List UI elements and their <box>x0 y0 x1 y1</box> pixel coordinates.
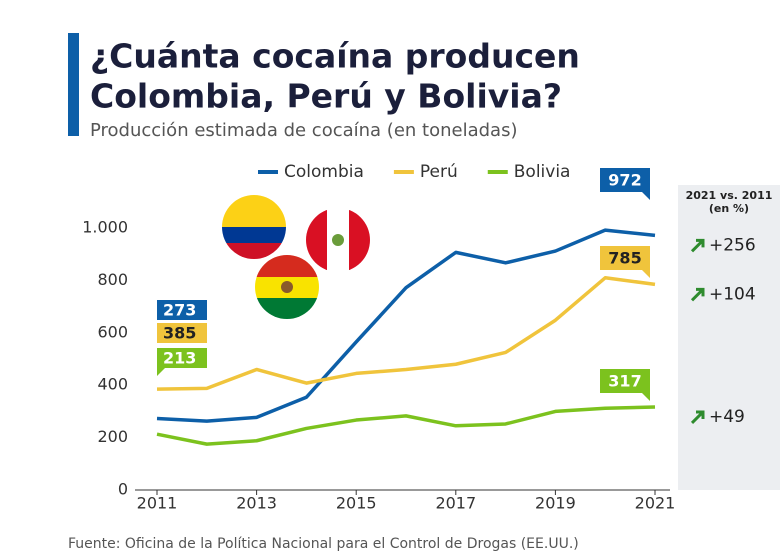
value-label-box <box>600 369 650 393</box>
change-arrow <box>690 410 705 425</box>
title-accent <box>68 33 79 136</box>
line <box>156 276 656 391</box>
y-tick-label: 800 <box>97 270 128 289</box>
y-tick-label: 200 <box>97 427 128 446</box>
change-panel <box>678 185 780 490</box>
value-label: 385 <box>163 324 196 343</box>
value-label: 273 <box>163 301 196 320</box>
source: Fuente: Oficina de la Política Nacional … <box>68 536 579 552</box>
value-label: 213 <box>163 349 196 368</box>
value-label-box <box>157 323 207 343</box>
change-label: +104 <box>709 284 756 304</box>
value-label-box <box>157 300 207 320</box>
change-title: (en %) <box>709 202 749 215</box>
x-tick-label: 2011 <box>137 494 178 513</box>
value-label-pointer <box>642 192 650 200</box>
change-label: +256 <box>709 235 756 255</box>
value-label-box <box>157 348 207 368</box>
x-tick-label: 2013 <box>236 494 277 513</box>
x-tick-label: 2015 <box>336 494 377 513</box>
y-tick-label: 0 <box>118 480 128 499</box>
chart-title: Colombia, Perú y Bolivia? <box>90 77 562 116</box>
value-label: 972 <box>608 171 641 190</box>
value-label-box <box>600 246 650 270</box>
y-tick-label: 400 <box>97 375 128 394</box>
legend-label: Bolivia <box>514 162 571 182</box>
value-label-pointer <box>642 270 650 278</box>
chart-title: ¿Cuánta cocaína producen <box>90 37 580 76</box>
flag-bolivia <box>255 255 319 319</box>
change-arrow <box>690 287 705 302</box>
legend-label: Colombia <box>284 162 364 182</box>
value-label-pointer <box>642 393 650 401</box>
flag-peru <box>306 208 370 272</box>
line <box>156 405 656 446</box>
line <box>156 228 656 423</box>
value-label-box <box>600 168 650 192</box>
x-tick-label: 2019 <box>535 494 576 513</box>
y-tick-label: 1.000 <box>82 218 128 237</box>
legend-label: Perú <box>420 162 458 182</box>
x-tick-label: 2021 <box>635 494 676 513</box>
change-arrow <box>690 238 705 253</box>
y-tick-label: 600 <box>97 322 128 341</box>
value-label: 785 <box>608 249 641 268</box>
change-label: +49 <box>709 407 745 427</box>
change-title: 2021 vs. 2011 <box>686 189 773 202</box>
value-label-pointer <box>157 368 165 376</box>
chart-subtitle: Producción estimada de cocaína (en tonel… <box>90 120 517 141</box>
x-tick-label: 2017 <box>435 494 476 513</box>
value-label: 317 <box>608 372 641 391</box>
flag-colombia <box>222 195 286 259</box>
